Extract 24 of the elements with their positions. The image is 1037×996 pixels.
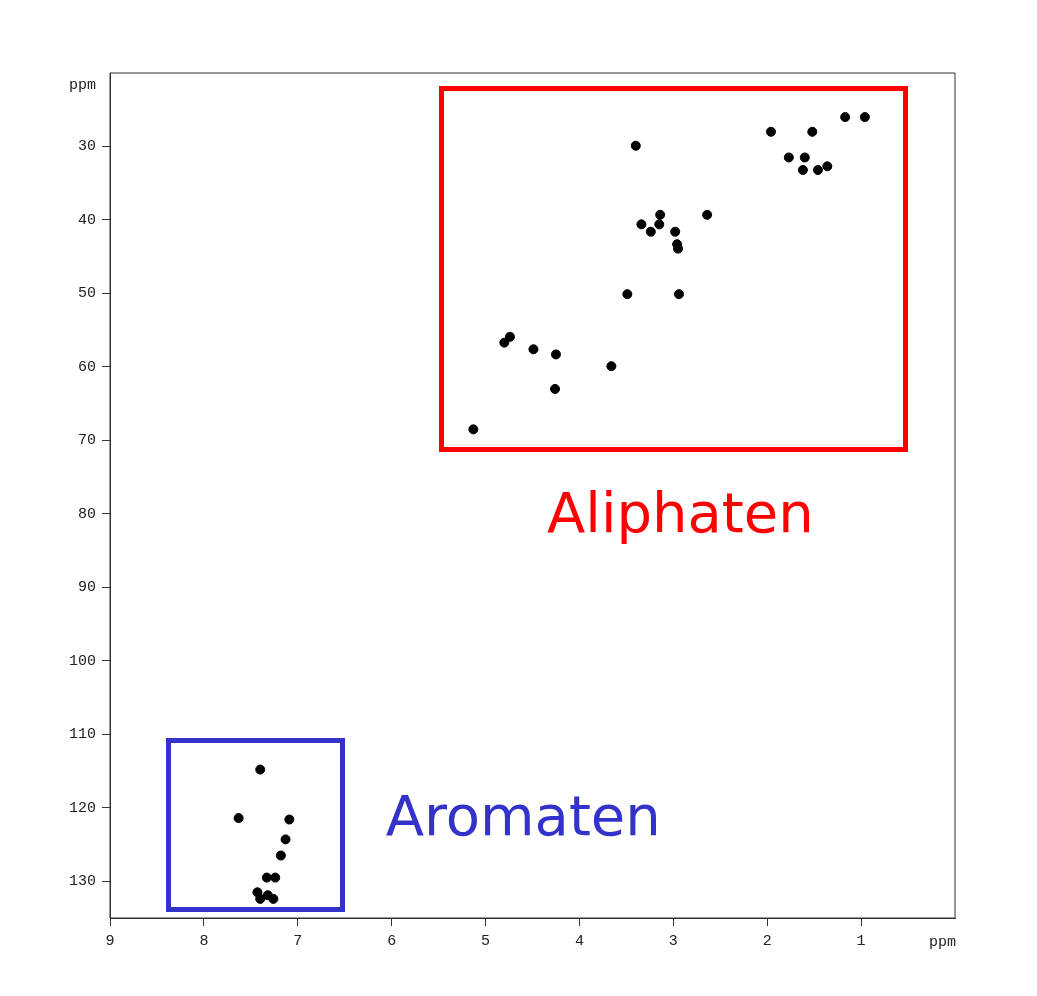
x-tick-label: 4 [574, 932, 584, 950]
x-tick-label: 8 [199, 932, 209, 950]
y-tick-label: 60 [77, 358, 96, 376]
y-tick-label: 100 [68, 652, 96, 670]
y-tick-label: 130 [68, 873, 96, 891]
y-tick-label: 90 [77, 579, 96, 597]
annotation: Aliphaten [547, 480, 814, 546]
y-tick-label: 30 [77, 138, 96, 156]
x-tick-label: 9 [105, 932, 115, 950]
x-tick-label: 5 [481, 932, 491, 950]
x-axis-title: ppm [928, 934, 956, 952]
y-tick-label: 80 [77, 505, 96, 523]
y-tick-label: 40 [77, 211, 96, 229]
y-tick-label: 120 [68, 799, 96, 817]
x-tick-label: 2 [762, 932, 772, 950]
x-tick-label: 6 [387, 932, 397, 950]
y-tick-label: 110 [68, 726, 96, 744]
y-tick-label: 70 [77, 432, 96, 450]
x-tick-label: 3 [668, 932, 678, 950]
annotation: Aromaten [385, 782, 661, 848]
y-axis-title: ppm [68, 76, 96, 94]
x-tick-label: 1 [856, 932, 866, 950]
x-tick-label: 7 [293, 932, 303, 950]
y-tick-label: 50 [77, 285, 96, 303]
